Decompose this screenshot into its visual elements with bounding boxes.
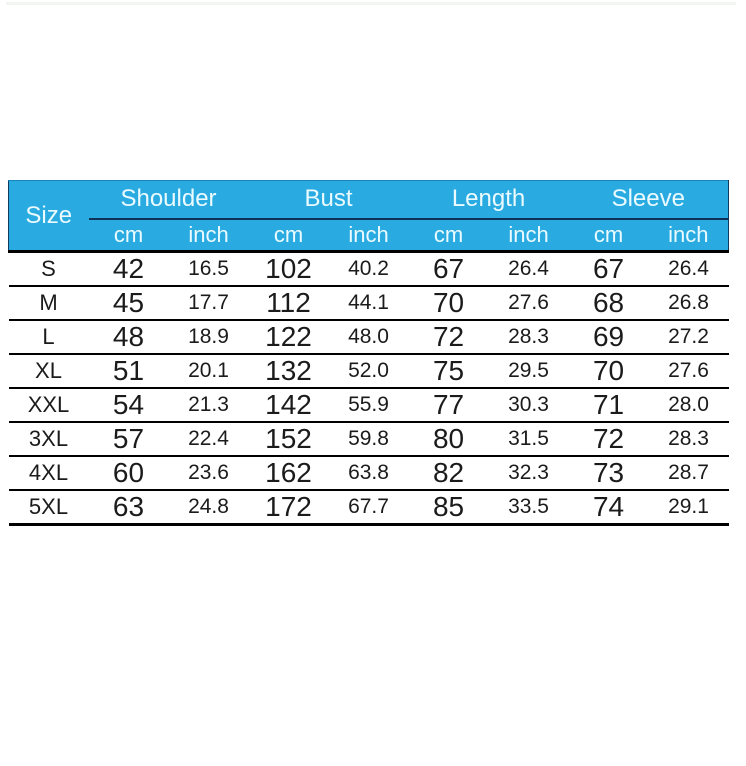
size-cell: L	[8, 320, 89, 355]
size-cell: 3XL	[8, 422, 89, 457]
value-cell: 32.3	[488, 456, 569, 491]
unit-header-row: cm inch cm inch cm inch cm inch	[9, 218, 730, 253]
value-cell: 52.0	[328, 354, 409, 389]
value-cell: 28.3	[648, 422, 729, 457]
value-cell: 172	[248, 490, 329, 526]
value-cell: 54	[88, 388, 169, 423]
value-cell: 162	[248, 456, 329, 491]
value-cell: 60	[88, 456, 169, 491]
value-cell: 20.1	[168, 354, 249, 389]
size-cell: S	[8, 251, 89, 287]
value-cell: 21.3	[168, 388, 249, 423]
value-cell: 82	[408, 456, 489, 491]
value-cell: 26.4	[648, 251, 729, 287]
value-cell: 59.8	[328, 422, 409, 457]
size-cell: 4XL	[8, 456, 89, 491]
value-cell: 67.7	[328, 490, 409, 526]
value-cell: 18.9	[168, 320, 249, 355]
value-cell: 77	[408, 388, 489, 423]
unit-header-length-inch: inch	[488, 218, 569, 253]
table-row-4xl: 4XL 60 23.6 162 63.8 82 32.3 73 28.7	[8, 456, 729, 491]
unit-header-sleeve-inch: inch	[648, 218, 730, 253]
value-cell: 45	[88, 286, 169, 321]
value-cell: 28.0	[648, 388, 729, 423]
unit-header-shoulder-inch: inch	[168, 218, 249, 253]
column-group-shoulder: Shoulder	[88, 180, 249, 220]
value-cell: 85	[408, 490, 489, 526]
unit-header-shoulder-cm: cm	[88, 218, 169, 253]
value-cell: 29.5	[488, 354, 569, 389]
value-cell: 48	[88, 320, 169, 355]
value-cell: 29.1	[648, 490, 729, 526]
value-cell: 17.7	[168, 286, 249, 321]
size-cell: XL	[8, 354, 89, 389]
value-cell: 51	[88, 354, 169, 389]
column-group-bust: Bust	[248, 180, 409, 220]
size-cell: 5XL	[8, 490, 89, 526]
value-cell: 73	[568, 456, 649, 491]
value-cell: 132	[248, 354, 329, 389]
value-cell: 48.0	[328, 320, 409, 355]
value-cell: 72	[408, 320, 489, 355]
value-cell: 27.2	[648, 320, 729, 355]
value-cell: 70	[568, 354, 649, 389]
value-cell: 75	[408, 354, 489, 389]
size-cell: M	[8, 286, 89, 321]
value-cell: 28.7	[648, 456, 729, 491]
size-cell: XXL	[8, 388, 89, 423]
value-cell: 26.8	[648, 286, 729, 321]
top-edge-artifact	[6, 2, 736, 5]
table-row-l: L 48 18.9 122 48.0 72 28.3 69 27.2	[8, 320, 729, 355]
table-row-xl: XL 51 20.1 132 52.0 75 29.5 70 27.6	[8, 354, 729, 389]
value-cell: 70	[408, 286, 489, 321]
size-chart-body: S 42 16.5 102 40.2 67 26.4 67 26.4 M 45 …	[8, 251, 729, 526]
value-cell: 23.6	[168, 456, 249, 491]
size-chart-table: Size Shoulder Bust Length Sleeve cm inch…	[8, 180, 730, 526]
value-cell: 40.2	[328, 251, 409, 287]
value-cell: 16.5	[168, 251, 249, 287]
value-cell: 24.8	[168, 490, 249, 526]
value-cell: 80	[408, 422, 489, 457]
value-cell: 28.3	[488, 320, 569, 355]
value-cell: 27.6	[488, 286, 569, 321]
value-cell: 44.1	[328, 286, 409, 321]
value-cell: 26.4	[488, 251, 569, 287]
group-header-row: Size Shoulder Bust Length Sleeve	[8, 180, 730, 253]
size-chart-header: Size Shoulder Bust Length Sleeve cm inch…	[8, 180, 730, 253]
value-cell: 67	[408, 251, 489, 287]
column-group-length: Length	[408, 180, 569, 220]
table-row-s: S 42 16.5 102 40.2 67 26.4 67 26.4	[8, 251, 729, 287]
size-column-header: Size	[8, 180, 89, 253]
value-cell: 63.8	[328, 456, 409, 491]
value-cell: 102	[248, 251, 329, 287]
table-row-5xl: 5XL 63 24.8 172 67.7 85 33.5 74 29.1	[8, 490, 729, 526]
table-row-m: M 45 17.7 112 44.1 70 27.6 68 26.8	[8, 286, 729, 321]
value-cell: 68	[568, 286, 649, 321]
value-cell: 27.6	[648, 354, 729, 389]
value-cell: 33.5	[488, 490, 569, 526]
value-cell: 42	[88, 251, 169, 287]
value-cell: 74	[568, 490, 649, 526]
value-cell: 152	[248, 422, 329, 457]
unit-header-bust-inch: inch	[328, 218, 409, 253]
value-cell: 122	[248, 320, 329, 355]
value-cell: 55.9	[328, 388, 409, 423]
value-cell: 71	[568, 388, 649, 423]
unit-header-length-cm: cm	[408, 218, 489, 253]
value-cell: 31.5	[488, 422, 569, 457]
value-cell: 112	[248, 286, 329, 321]
value-cell: 67	[568, 251, 649, 287]
column-group-sleeve: Sleeve	[568, 180, 730, 220]
value-cell: 142	[248, 388, 329, 423]
value-cell: 30.3	[488, 388, 569, 423]
value-cell: 63	[88, 490, 169, 526]
value-cell: 72	[568, 422, 649, 457]
value-cell: 57	[88, 422, 169, 457]
value-cell: 22.4	[168, 422, 249, 457]
table-row-xxl: XXL 54 21.3 142 55.9 77 30.3 71 28.0	[8, 388, 729, 423]
value-cell: 69	[568, 320, 649, 355]
unit-header-bust-cm: cm	[248, 218, 329, 253]
table-row-3xl: 3XL 57 22.4 152 59.8 80 31.5 72 28.3	[8, 422, 729, 457]
unit-header-sleeve-cm: cm	[568, 218, 649, 253]
